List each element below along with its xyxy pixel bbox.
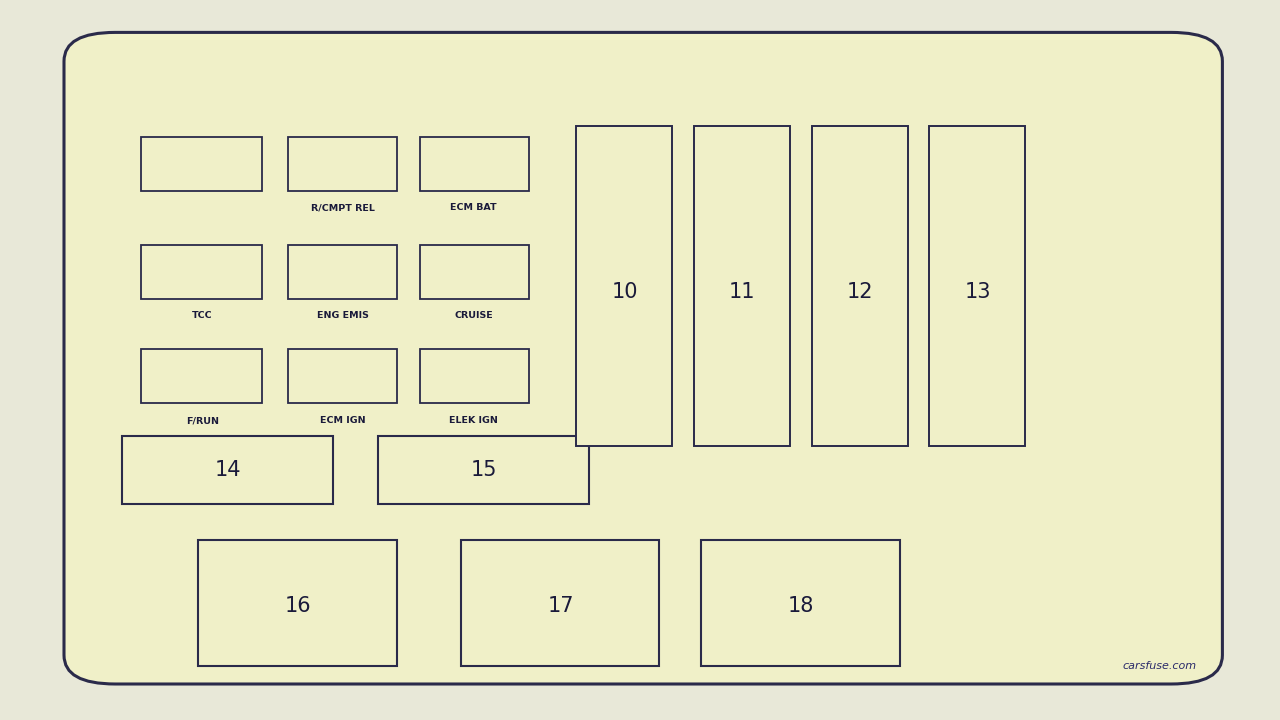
Text: 17: 17 bbox=[548, 596, 573, 616]
Bar bbox=[141, 245, 262, 299]
Bar bbox=[576, 126, 672, 446]
Bar bbox=[288, 349, 397, 403]
Text: R/CMPT REL: R/CMPT REL bbox=[311, 203, 375, 212]
Text: TCC: TCC bbox=[192, 311, 212, 320]
Text: 18: 18 bbox=[788, 596, 814, 616]
Text: ECM BAT: ECM BAT bbox=[451, 203, 497, 212]
Bar bbox=[694, 126, 790, 446]
Text: ECM IGN: ECM IGN bbox=[320, 416, 366, 425]
Text: 12: 12 bbox=[847, 282, 873, 302]
Text: carsfuse.com: carsfuse.com bbox=[1123, 661, 1197, 671]
Bar bbox=[378, 436, 589, 504]
Text: 16: 16 bbox=[285, 596, 311, 616]
Text: ENG EMIS: ENG EMIS bbox=[317, 311, 369, 320]
Bar bbox=[198, 540, 397, 666]
Bar bbox=[122, 436, 333, 504]
Text: ELEK IGN: ELEK IGN bbox=[449, 416, 498, 425]
Bar bbox=[929, 126, 1025, 446]
Text: 13: 13 bbox=[965, 282, 991, 302]
Bar bbox=[461, 540, 659, 666]
Text: 14: 14 bbox=[215, 460, 241, 480]
Bar bbox=[812, 126, 908, 446]
Bar bbox=[288, 137, 397, 191]
Text: F/RUN: F/RUN bbox=[186, 416, 219, 425]
Bar bbox=[420, 349, 529, 403]
Bar bbox=[701, 540, 900, 666]
Bar bbox=[141, 349, 262, 403]
Text: 11: 11 bbox=[730, 282, 755, 302]
Bar bbox=[420, 137, 529, 191]
Bar bbox=[288, 245, 397, 299]
Bar bbox=[420, 245, 529, 299]
Text: CRUISE: CRUISE bbox=[454, 311, 493, 320]
Text: 15: 15 bbox=[471, 460, 497, 480]
Text: 10: 10 bbox=[612, 282, 637, 302]
FancyBboxPatch shape bbox=[64, 32, 1222, 684]
Bar bbox=[141, 137, 262, 191]
